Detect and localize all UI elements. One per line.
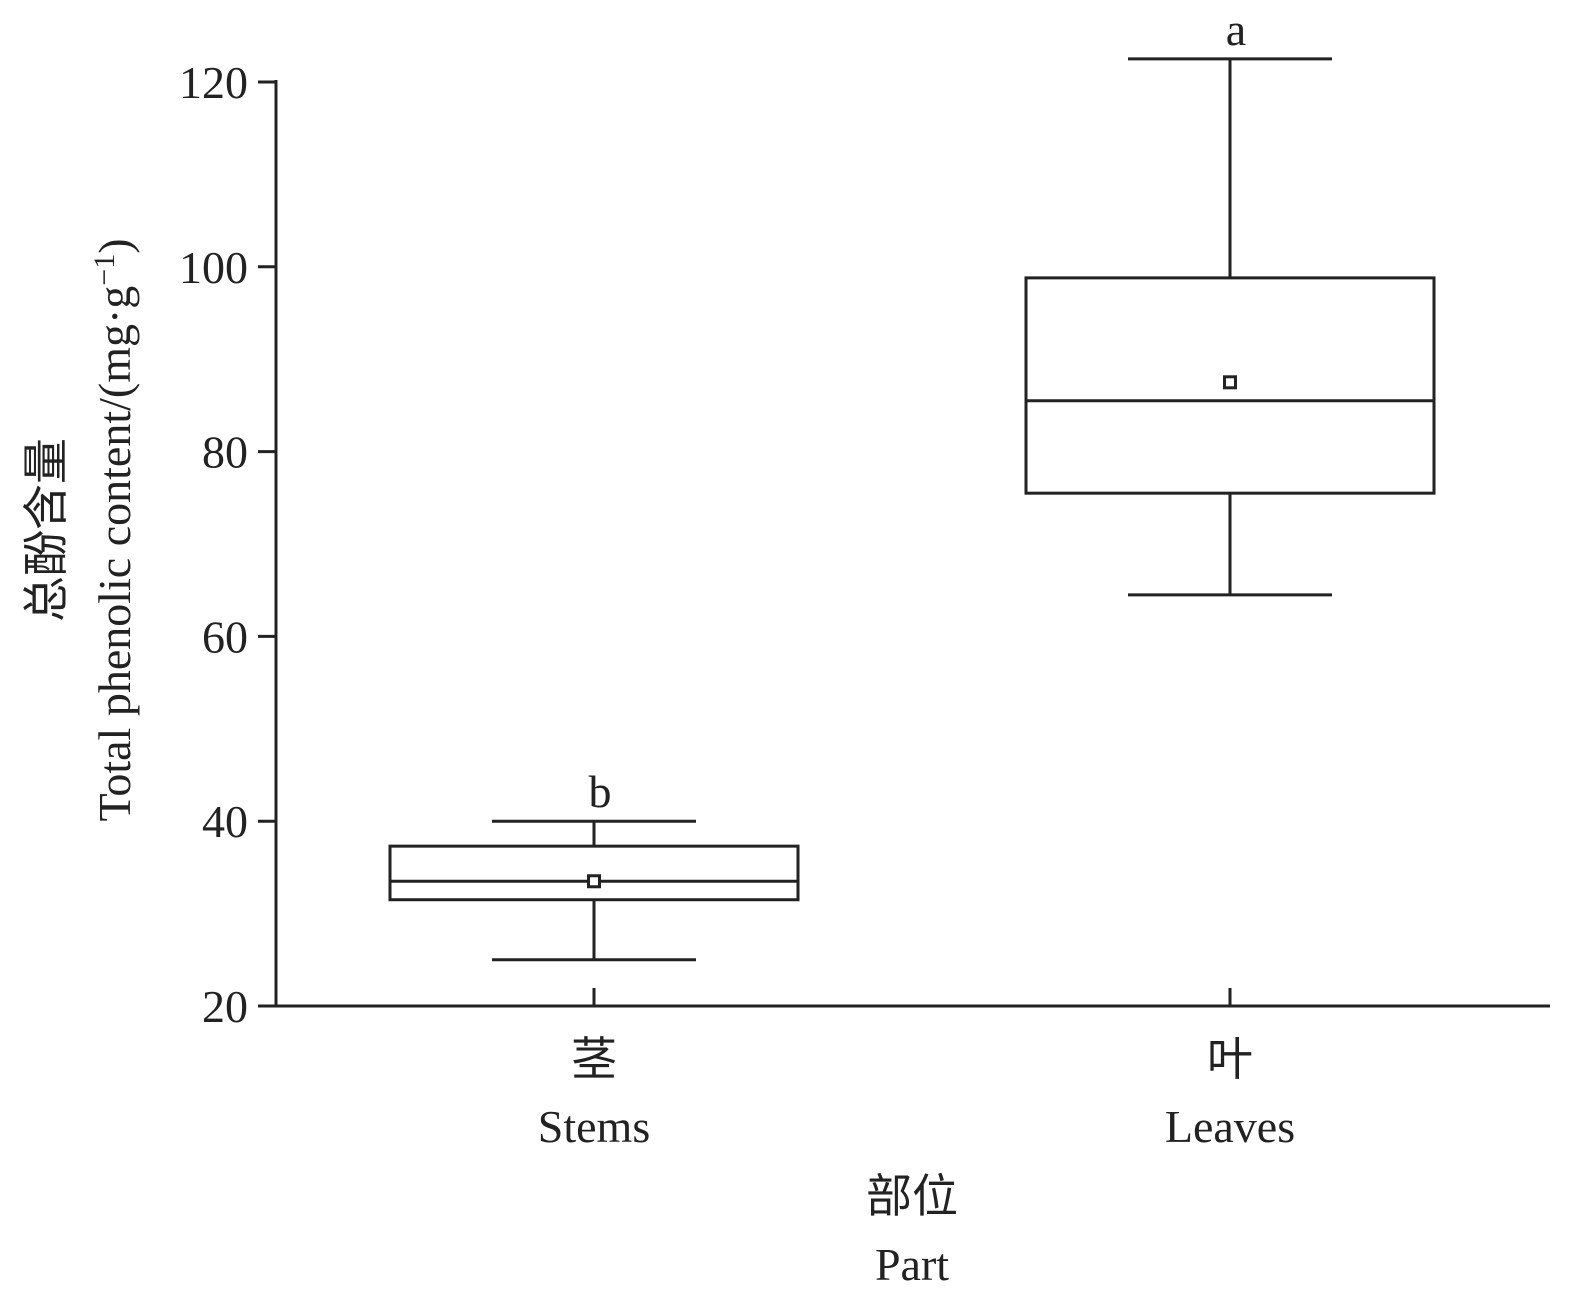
y-axis-title-close: ) [89, 238, 140, 253]
y-tick-label: 100 [179, 242, 248, 293]
y-tick-label: 20 [202, 981, 248, 1032]
x-tick-label-chinese: 茎 [571, 1034, 617, 1085]
y-tick-label: 80 [202, 427, 248, 478]
x-axis-title-english: Part [875, 1239, 949, 1290]
x-axis-title-chinese: 部位 [866, 1171, 958, 1222]
box-leaves: a [1024, 4, 1436, 597]
significance-label: a [1226, 4, 1246, 55]
box-stems: b [388, 766, 800, 962]
x-tick-label-chinese: 叶 [1207, 1034, 1253, 1085]
significance-label: b [589, 766, 612, 817]
y-axis-title-superscript: −1 [88, 254, 121, 286]
y-tick-label: 120 [179, 57, 248, 108]
x-tick-label-english: Stems [538, 1101, 650, 1152]
y-axis-title-chinese: 总酚含量 [21, 438, 72, 622]
mean-marker [587, 874, 601, 889]
interquartile-box [388, 844, 800, 902]
axes [274, 80, 1550, 1008]
x-axis-ticks: 茎 Stems 叶 Leaves [538, 988, 1295, 1152]
mean-marker [1223, 375, 1237, 390]
y-tick-label: 40 [202, 796, 248, 847]
y-tick-label: 60 [202, 611, 248, 662]
boxes: ba [388, 4, 1436, 962]
y-axis-ticks: 20 40 60 80 100 120 [179, 57, 276, 1032]
x-tick-label-english: Leaves [1165, 1101, 1295, 1152]
y-axis-title-english: Total phenolic content/(mg·g−1) [88, 238, 140, 821]
